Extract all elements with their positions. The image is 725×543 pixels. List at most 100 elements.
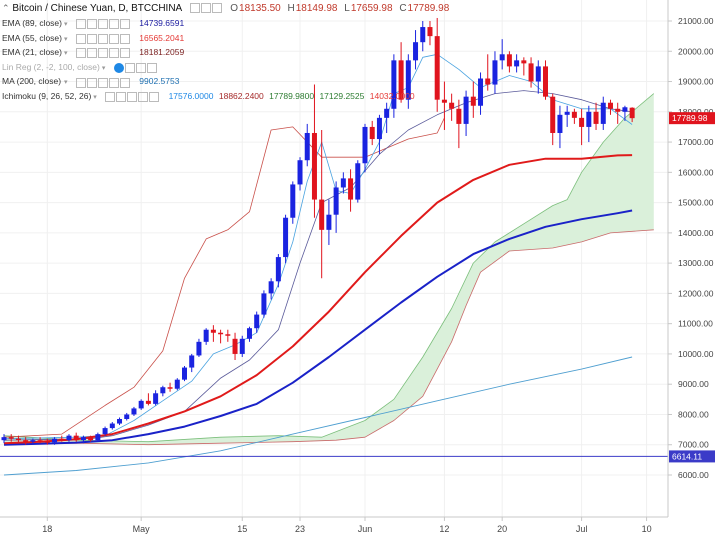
candle[interactable] [492, 60, 498, 85]
candle[interactable] [283, 217, 289, 258]
candle[interactable] [59, 438, 65, 441]
candle[interactable] [210, 329, 216, 333]
candle[interactable] [131, 408, 137, 415]
candle[interactable] [362, 126, 368, 164]
candle[interactable] [550, 96, 556, 133]
candle[interactable] [319, 199, 325, 230]
chevron-down-icon[interactable]: ▾ [101, 64, 106, 72]
candle[interactable] [514, 60, 520, 67]
candle[interactable] [225, 334, 231, 336]
settings-icon[interactable] [113, 60, 158, 75]
candle[interactable] [145, 400, 151, 404]
candle[interactable] [304, 132, 310, 161]
candle[interactable] [189, 355, 195, 368]
candle[interactable] [52, 438, 58, 443]
candle[interactable] [326, 214, 332, 230]
candle[interactable] [543, 66, 548, 97]
candle[interactable] [66, 435, 72, 441]
candle[interactable] [153, 393, 159, 404]
candle[interactable] [456, 108, 462, 124]
candle[interactable] [311, 132, 317, 200]
candle[interactable] [23, 440, 29, 442]
candle[interactable] [102, 428, 108, 435]
candle[interactable] [557, 114, 563, 133]
candle[interactable] [478, 78, 484, 106]
candle[interactable] [182, 367, 187, 380]
candle[interactable] [15, 438, 21, 441]
settings-icon[interactable] [105, 89, 160, 104]
legend-linreg[interactable]: Lin Reg (2, -2, 100, close) ▾ [2, 60, 449, 75]
chevron-down-icon[interactable]: ▾ [64, 35, 68, 43]
candle[interactable] [95, 434, 101, 441]
candle[interactable] [88, 437, 94, 441]
settings-icon[interactable] [75, 16, 131, 31]
candle[interactable] [391, 60, 397, 109]
candle[interactable] [340, 178, 346, 188]
candle[interactable] [268, 281, 274, 294]
candle[interactable] [463, 96, 469, 124]
candle[interactable] [30, 440, 36, 442]
chevron-down-icon[interactable]: ⌃ [2, 3, 10, 13]
candle[interactable] [485, 78, 491, 85]
candle[interactable] [528, 63, 534, 82]
candle[interactable] [441, 99, 447, 103]
candle[interactable] [138, 400, 144, 409]
candle[interactable] [290, 184, 296, 218]
candle[interactable] [600, 102, 606, 124]
candle[interactable] [167, 387, 173, 389]
legend-ema89[interactable]: EMA (89, close) ▾ 14739.6591 [2, 16, 449, 31]
candle[interactable] [420, 27, 426, 43]
eye-icon[interactable] [190, 0, 223, 16]
settings-icon[interactable] [75, 46, 131, 61]
candle[interactable] [615, 108, 621, 112]
candle[interactable] [593, 111, 599, 124]
candle[interactable] [8, 437, 14, 439]
candle[interactable] [579, 117, 585, 127]
candle[interactable] [586, 111, 592, 127]
legend-ema21[interactable]: EMA (21, close) ▾ 18181.2059 [2, 45, 449, 60]
candle[interactable] [607, 102, 613, 109]
chevron-down-icon[interactable]: ▾ [93, 93, 97, 101]
candle[interactable] [117, 419, 123, 424]
candle[interactable] [297, 160, 303, 185]
candle[interactable] [427, 27, 433, 37]
candle[interactable] [622, 107, 628, 112]
chevron-down-icon[interactable]: ▾ [64, 21, 68, 28]
candle[interactable] [239, 338, 245, 354]
candle[interactable] [369, 126, 375, 140]
candle[interactable] [275, 257, 281, 282]
candle[interactable] [124, 414, 130, 420]
legend-ma200[interactable]: MA (200, close) ▾ 9902.5753 [2, 74, 449, 89]
candle[interactable] [80, 437, 86, 441]
candle[interactable] [434, 36, 440, 100]
candle[interactable] [564, 111, 570, 115]
candle[interactable] [196, 341, 202, 356]
settings-icon[interactable] [75, 31, 131, 46]
candle[interactable] [254, 314, 260, 329]
candle[interactable] [398, 60, 404, 100]
candle[interactable] [499, 54, 505, 61]
chevron-down-icon[interactable]: ▾ [64, 50, 68, 58]
candle[interactable] [160, 387, 166, 394]
candle[interactable] [470, 96, 476, 106]
legend-ema55[interactable]: EMA (55, close) ▾ 16565.2041 [2, 31, 449, 46]
candle[interactable] [376, 117, 382, 140]
candle[interactable] [405, 60, 411, 100]
candle[interactable] [174, 379, 180, 389]
candle[interactable] [73, 435, 79, 441]
candle[interactable] [1, 437, 7, 441]
candle[interactable] [449, 102, 455, 109]
candle[interactable] [571, 111, 577, 118]
candle[interactable] [261, 293, 267, 315]
candle[interactable] [506, 54, 512, 67]
candle[interactable] [246, 328, 252, 339]
candle[interactable] [203, 329, 209, 342]
candle[interactable] [535, 66, 541, 82]
candle[interactable] [109, 423, 115, 429]
settings-icon[interactable] [75, 75, 131, 90]
candle[interactable] [44, 441, 50, 443]
candle[interactable] [37, 440, 43, 442]
chevron-down-icon[interactable]: ▾ [64, 79, 68, 87]
candle[interactable] [629, 107, 635, 119]
